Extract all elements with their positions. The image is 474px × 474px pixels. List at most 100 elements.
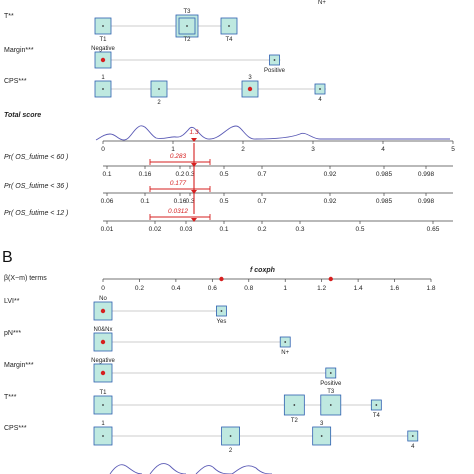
total-score-tick-label: 2 xyxy=(241,146,245,153)
points-axis-tick-label: 1 xyxy=(283,285,287,292)
prob-tick-label: 0.65 xyxy=(427,226,440,233)
prob-tick-label: 0.02 xyxy=(149,226,162,233)
prob-tick-label: 0.5 xyxy=(355,226,364,233)
total-score-marker xyxy=(191,138,197,142)
density-curve xyxy=(95,125,450,141)
category-label: 3 xyxy=(248,75,252,81)
points-axis-tick-label: 0.8 xyxy=(244,285,253,292)
row-label-cps-b: CPS*** xyxy=(4,425,27,432)
category-dot xyxy=(329,404,332,406)
selected-dot xyxy=(247,86,253,92)
prob-label-60: Pr( OS_futime < 60 ) xyxy=(4,154,68,161)
points-axis-tick-label: 0.6 xyxy=(208,285,217,292)
category-label: No xyxy=(99,296,107,302)
category-label: 2 xyxy=(229,448,233,454)
prob-tick-label: 0.16 xyxy=(139,171,152,178)
category-dot xyxy=(102,404,104,406)
category-dot xyxy=(102,25,104,27)
prob-arrow xyxy=(191,163,197,167)
category-label: N0&Nx xyxy=(93,327,112,333)
total-score-tick-label: 0 xyxy=(101,146,105,153)
category-label: 1 xyxy=(101,75,105,81)
prob-tick-label: 0.92 xyxy=(324,171,337,178)
category-dot xyxy=(320,435,323,437)
prob-tick-label: 0.3 xyxy=(185,171,194,178)
row-label-t-b: T*** xyxy=(4,394,17,401)
prob-value-label: 0.0312 xyxy=(168,208,188,215)
points-axis-red-point xyxy=(328,276,333,282)
category-dot xyxy=(158,88,160,90)
prob-tick-label: 0.2 xyxy=(175,171,184,178)
prob-value-label: 0.177 xyxy=(170,180,187,187)
prob-tick-label: 0.3 xyxy=(295,226,304,233)
prob-tick-label: 0.5 xyxy=(219,171,228,178)
category-dot xyxy=(102,88,104,90)
total-score-tick-label: 1 xyxy=(171,146,175,153)
category-dot xyxy=(411,435,414,437)
points-axis-tick-label: 1.8 xyxy=(426,285,435,292)
category-label: T3 xyxy=(327,389,335,395)
category-label: T4 xyxy=(373,413,381,419)
prob-tick-label: 0.998 xyxy=(418,198,435,205)
total-score-label: Total score xyxy=(4,112,41,119)
category-dot xyxy=(186,25,188,27)
row-label-pn: pN*** xyxy=(4,330,21,337)
row-label-t: T** xyxy=(4,13,14,20)
points-axis-tick-label: 0 xyxy=(101,285,105,292)
category-label: 4 xyxy=(318,97,322,103)
model-title: f coxph xyxy=(250,267,275,274)
selected-dot xyxy=(100,57,106,63)
panel-letter-b: B xyxy=(2,249,13,266)
total-score-tick-label: 5 xyxy=(451,146,455,153)
category-dot xyxy=(229,435,232,437)
t-top-fragment: N+ xyxy=(318,0,326,6)
category-dot xyxy=(293,404,296,406)
density-curve-b xyxy=(109,463,273,474)
prob-tick-label: 0.998 xyxy=(418,171,435,178)
points-axis-tick-label: 1.4 xyxy=(354,285,363,292)
row-label-margin-b: Margin*** xyxy=(4,362,34,369)
category-label: 1 xyxy=(101,421,105,427)
prob-label-12: Pr( OS_futime < 12 ) xyxy=(4,210,68,217)
category-dot xyxy=(273,59,276,61)
points-axis-red-point xyxy=(219,276,224,282)
prob-tick-label: 0.3 xyxy=(185,198,194,205)
points-axis-tick-label: 0.2 xyxy=(135,285,144,292)
category-label: T1 xyxy=(99,37,107,43)
prob-label-36: Pr( OS_futime < 36 ) xyxy=(4,183,68,190)
category-label: Negative xyxy=(91,46,115,52)
row-label-cps: CPS*** xyxy=(4,78,27,85)
selected-dot xyxy=(100,308,106,314)
category-dot xyxy=(102,435,104,437)
category-dot xyxy=(220,310,223,312)
category-label: 2 xyxy=(157,100,161,106)
prob-arrow xyxy=(191,190,197,194)
category-label: Positive xyxy=(320,381,342,387)
category-label: T1 xyxy=(99,390,107,396)
category-label: T4 xyxy=(225,37,233,43)
category-label: 4 xyxy=(411,444,415,450)
category-label: Yes xyxy=(217,319,227,325)
points-axis-label: β(X−m) terms xyxy=(4,275,47,282)
prob-tick-label: 0.2 xyxy=(257,226,266,233)
chart-marks: T1 T3 T2 T4 Negative Positive 1 2 3 4 0 1 2 3 4 5 1.3 0.1… xyxy=(91,9,455,474)
prob-tick-label: 0.1 xyxy=(219,226,228,233)
category-label: 3 xyxy=(320,421,324,427)
prob-tick-label: 0.5 xyxy=(219,198,228,205)
points-axis-tick-label: 1.2 xyxy=(317,285,326,292)
points-axis-tick-label: 0.4 xyxy=(171,285,180,292)
category-label: T2 xyxy=(183,37,191,43)
total-score-marker-label: 1.3 xyxy=(189,129,198,136)
points-axis-tick-label: 1.6 xyxy=(390,285,399,292)
prob-tick-label: 0.03 xyxy=(180,226,193,233)
category-label: Positive xyxy=(264,68,286,74)
category-label: N+ xyxy=(281,350,289,356)
category-dot xyxy=(329,372,332,374)
selected-dot xyxy=(100,339,106,345)
prob-tick-label: 0.92 xyxy=(324,198,337,205)
prob-tick-label: 0.7 xyxy=(257,171,266,178)
prob-tick-label: 0.7 xyxy=(257,198,266,205)
total-score-tick-label: 4 xyxy=(381,146,385,153)
category-dot xyxy=(228,25,230,27)
